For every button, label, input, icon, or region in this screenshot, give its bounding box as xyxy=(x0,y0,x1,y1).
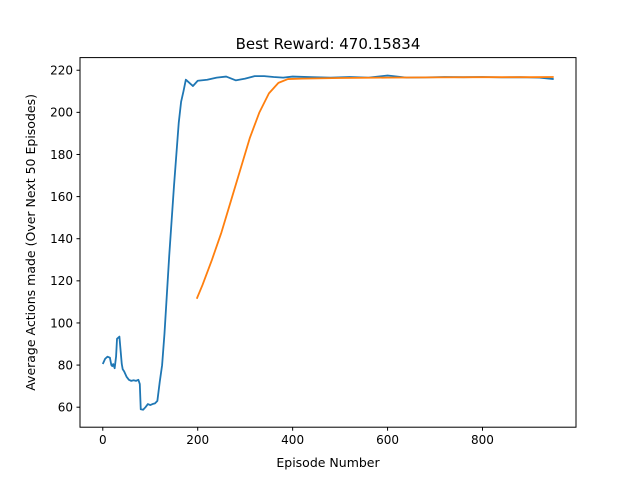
y-tick-label: 220 xyxy=(50,64,73,78)
series-layer xyxy=(101,74,554,411)
y-tick-label: 160 xyxy=(50,190,73,204)
x-tick-label: 400 xyxy=(281,433,304,447)
x-tick-label: 0 xyxy=(99,433,107,447)
series-line-2 xyxy=(195,76,554,300)
y-tick-label: 60 xyxy=(58,400,73,414)
y-tick-label: 200 xyxy=(50,106,73,120)
plot-area-frame xyxy=(79,57,577,428)
x-tick-label: 200 xyxy=(186,433,209,447)
x-tick-label: 800 xyxy=(471,433,494,447)
y-tick-label: 80 xyxy=(58,358,73,372)
y-tick-label: 180 xyxy=(50,148,73,162)
x-axis-label: Episode Number xyxy=(276,455,380,470)
y-tick-label: 120 xyxy=(50,274,73,288)
y-tick-label: 100 xyxy=(50,316,73,330)
chart-title: Best Reward: 470.15834 xyxy=(236,35,421,53)
y-axis-ticks: 60 80 100 120 140 160 180 200 220 xyxy=(50,64,80,414)
y-axis-label: Average Actions made (Over Next 50 Episo… xyxy=(23,94,38,391)
x-tick-label: 600 xyxy=(376,433,399,447)
y-tick-label: 140 xyxy=(50,232,73,246)
x-axis-ticks: 0 200 400 600 800 xyxy=(99,427,494,447)
